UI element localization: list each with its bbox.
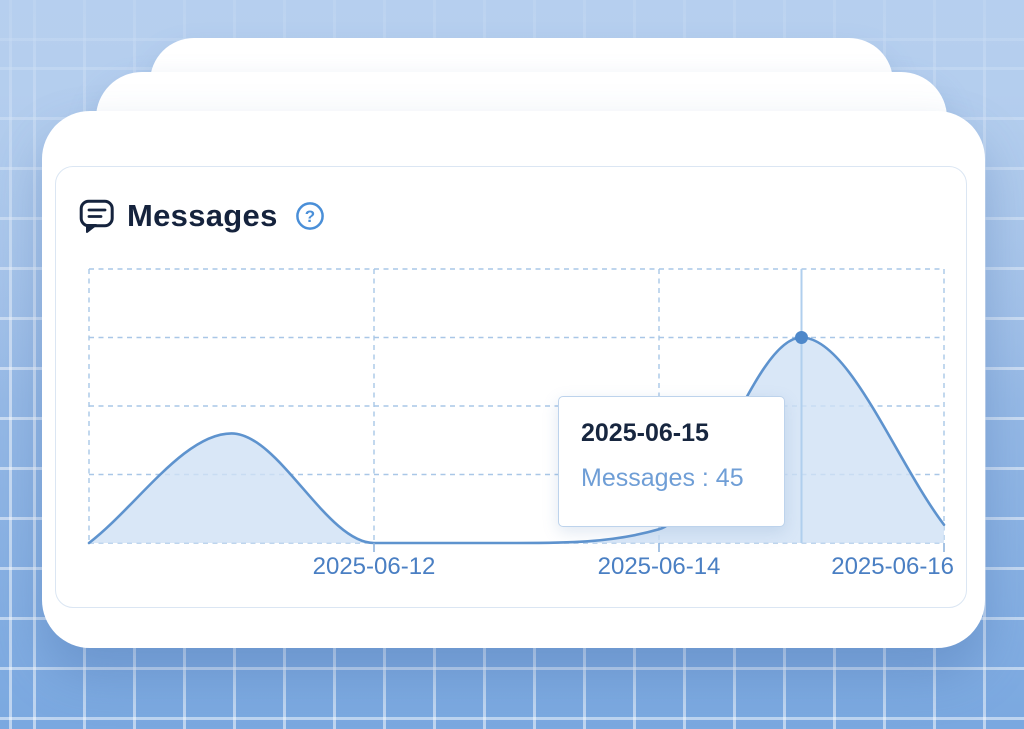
- area-fill: [89, 337, 944, 543]
- messages-chart-panel: 2025-06-15 Messages : 45 2025-06-12 2025-…: [55, 166, 967, 608]
- highlighted-point: [795, 331, 808, 344]
- x-axis-label: 2025-06-12: [312, 553, 436, 580]
- series-line: [87, 336, 946, 545]
- tooltip-date: 2025-06-15: [581, 419, 709, 447]
- tooltip-value-row: Messages : 45: [581, 463, 784, 493]
- tooltip-separator: :: [694, 464, 716, 492]
- chat-bubble-icon: [79, 199, 114, 233]
- x-axis-label: 2025-06-16: [831, 553, 954, 580]
- svg-text:?: ?: [304, 207, 314, 226]
- x-axis-label: 2025-06-14: [597, 553, 721, 580]
- chart-header: Messages ?: [79, 198, 325, 234]
- tooltip-value: 45: [715, 464, 744, 492]
- help-question-icon[interactable]: ?: [295, 201, 325, 231]
- tooltip-series-label: Messages: [581, 464, 695, 492]
- chart-tooltip: 2025-06-15 Messages : 45: [558, 396, 785, 527]
- chart-title: Messages: [127, 198, 278, 233]
